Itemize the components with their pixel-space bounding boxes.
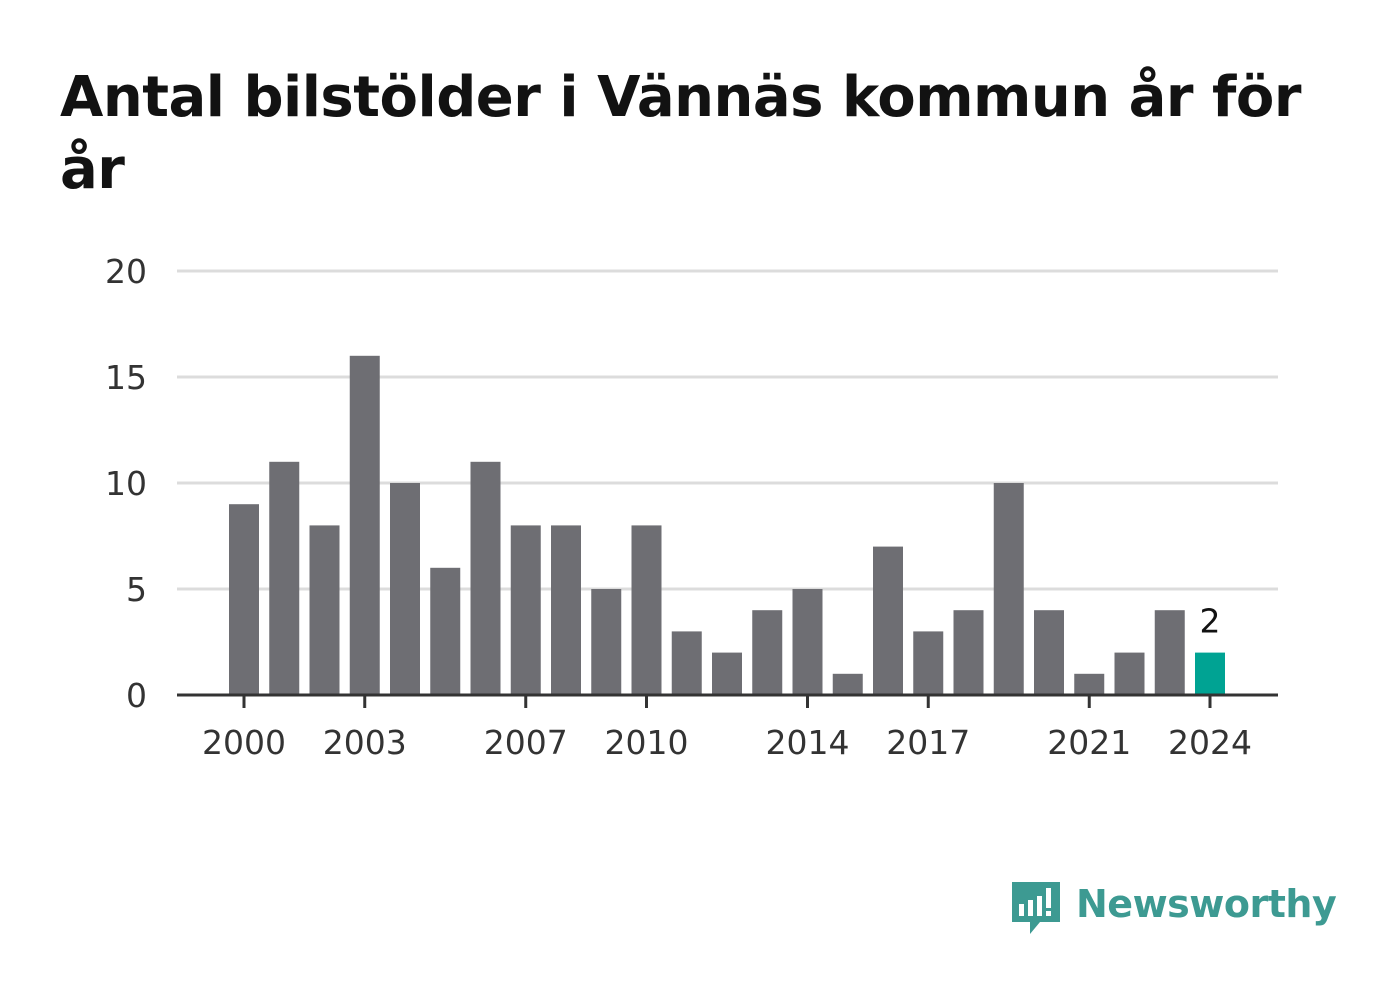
bar-2019 bbox=[993, 483, 1024, 695]
highlight-value-label: 2 bbox=[1200, 602, 1221, 641]
x-tick-label: 2007 bbox=[484, 723, 568, 762]
newsworthy-logo-icon bbox=[1012, 882, 1060, 934]
y-tick-label: 0 bbox=[126, 676, 147, 715]
bar-2021 bbox=[1074, 673, 1105, 695]
x-tick-label: 2000 bbox=[202, 723, 286, 762]
bar-2016 bbox=[873, 546, 903, 695]
bar-2006 bbox=[470, 461, 501, 695]
x-tick-label: 2017 bbox=[886, 723, 970, 762]
bar-2017 bbox=[913, 631, 944, 695]
bar-2018 bbox=[953, 610, 984, 695]
bar-2013 bbox=[752, 610, 783, 695]
gridlines bbox=[177, 269, 1278, 591]
bar-2011 bbox=[671, 631, 702, 695]
brand-name: Newsworthy bbox=[1076, 882, 1337, 926]
bar-2009 bbox=[591, 589, 622, 695]
bar-2014 bbox=[792, 589, 823, 695]
x-tick-label: 2021 bbox=[1047, 723, 1131, 762]
y-tick-label: 15 bbox=[105, 358, 147, 397]
x-tick-label: 2014 bbox=[766, 723, 850, 762]
bar-2012 bbox=[712, 652, 742, 695]
y-tick-label: 5 bbox=[126, 570, 147, 609]
x-axis bbox=[177, 693, 1278, 708]
labels: 0 5 10 15 20 2000 2003 2007 2010 2014 2017 2021 2024… bbox=[105, 252, 1252, 762]
bar-2015 bbox=[832, 673, 863, 695]
bar-2024 bbox=[1195, 652, 1225, 695]
bar-2003 bbox=[349, 355, 380, 695]
bar-2000 bbox=[229, 504, 259, 695]
bar-2001 bbox=[269, 461, 300, 695]
bar-2004 bbox=[390, 483, 420, 695]
y-tick-label: 20 bbox=[105, 252, 147, 291]
bars bbox=[229, 355, 1225, 695]
bar-2020 bbox=[1034, 610, 1064, 695]
x-tick-label: 2003 bbox=[323, 723, 407, 762]
bar-2007 bbox=[510, 525, 541, 695]
bar-2008 bbox=[551, 525, 581, 695]
y-tick-label: 10 bbox=[105, 464, 147, 503]
bar-2010 bbox=[631, 525, 662, 695]
newsworthy-brand[interactable]: Newsworthy bbox=[1010, 878, 1337, 940]
bar-2023 bbox=[1154, 610, 1185, 695]
x-tick-label: 2024 bbox=[1168, 723, 1252, 762]
chart-title: Antal bilstölder i Vännäs kommun år för … bbox=[60, 65, 1302, 202]
bar-2005 bbox=[430, 567, 461, 695]
bar-2022 bbox=[1114, 652, 1145, 695]
x-tick-label: 2010 bbox=[605, 723, 689, 762]
bar-2002 bbox=[309, 525, 340, 695]
